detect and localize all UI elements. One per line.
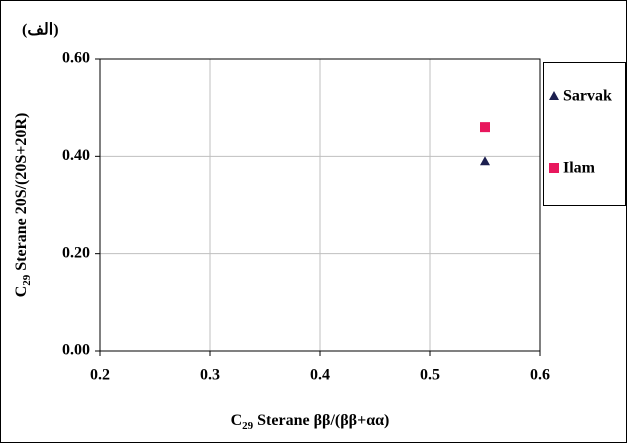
legend-label: Ilam	[563, 160, 596, 177]
chart-title: (الف)	[22, 22, 59, 39]
plot-border	[99, 58, 541, 352]
point	[480, 122, 490, 133]
x-tick-label: 0.4	[310, 367, 330, 384]
x-label-part: Sterane ββ/(ββ+αα)	[253, 412, 389, 429]
point	[480, 156, 490, 166]
y-axis-label: C29 Sterane 20S/(20S+20R)	[13, 113, 33, 298]
y-tick-label: 0.60	[62, 50, 90, 67]
x-label-part: C	[231, 412, 243, 429]
x-axis-label: C29 Sterane ββ/(ββ+αα)	[231, 412, 390, 432]
y-label-part: C	[13, 286, 30, 298]
x-tick-label: 0.3	[200, 367, 220, 384]
legend-marker	[549, 91, 559, 100]
legend-label: Sarvak	[563, 88, 612, 105]
x-tick-label: 0.5	[420, 367, 440, 384]
y-tick-label: 0.20	[62, 244, 90, 261]
y-label-part: Sterane 20S/(20S+20R)	[13, 113, 30, 275]
legend-box	[543, 62, 626, 206]
y-tick-label: 0.00	[62, 342, 90, 359]
x-tick-label: 0.2	[90, 367, 110, 384]
x-tick-label: 0.6	[530, 367, 550, 384]
legend-marker	[549, 163, 559, 173]
y-tick-label: 0.40	[62, 147, 90, 164]
y-label-sub: 29	[21, 274, 33, 286]
x-label-sub: 29	[242, 420, 254, 432]
